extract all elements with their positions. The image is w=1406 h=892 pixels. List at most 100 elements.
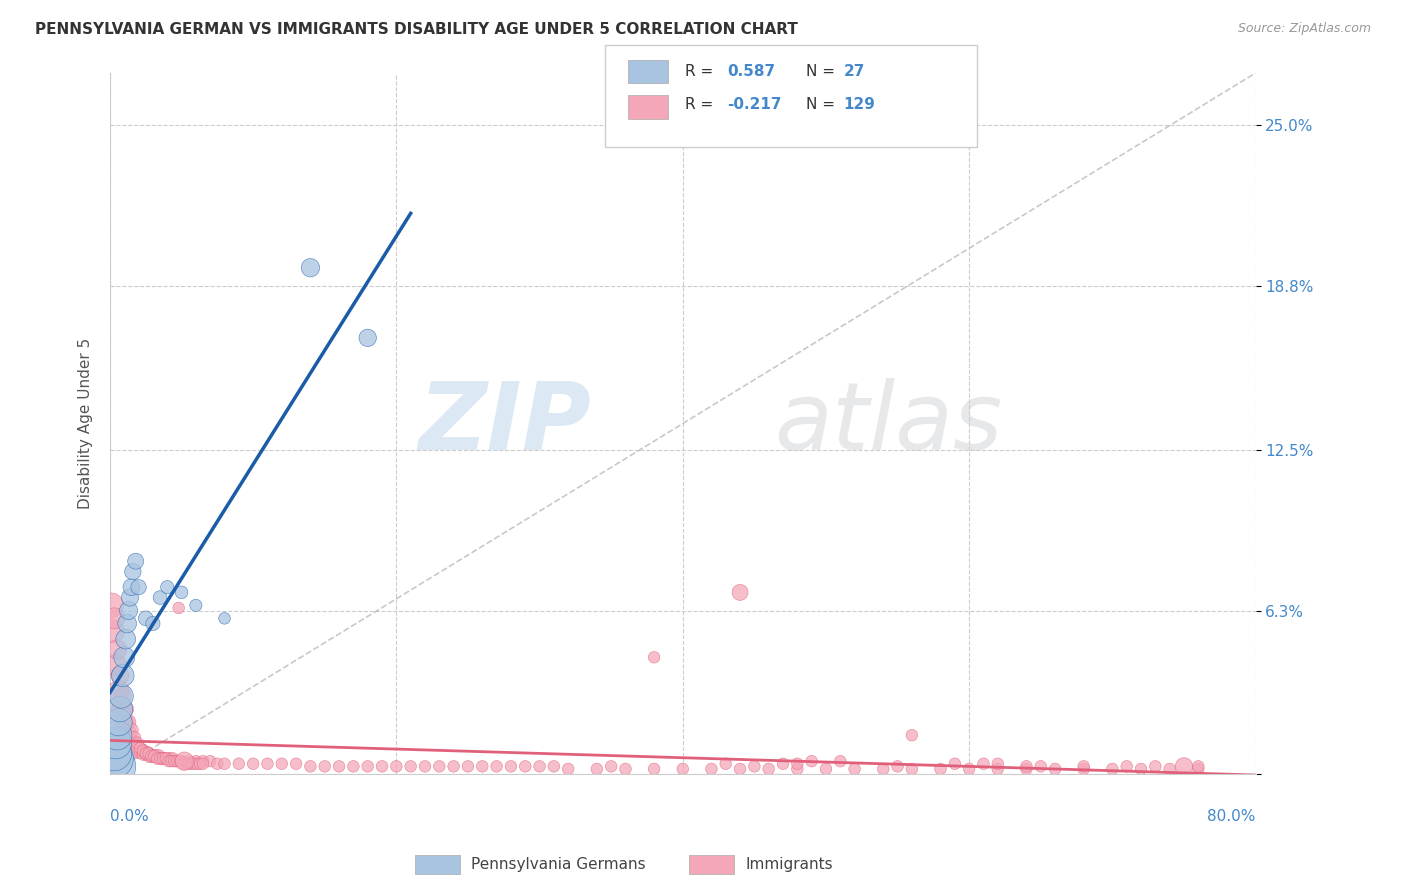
Point — [115, 725, 138, 739]
Point — [108, 668, 131, 682]
Point — [173, 754, 195, 768]
Point — [957, 762, 980, 776]
Point — [485, 759, 508, 773]
Point — [138, 747, 160, 761]
Text: N =: N = — [806, 97, 835, 112]
Point — [180, 756, 202, 771]
Text: 0.0%: 0.0% — [110, 809, 149, 824]
Point — [371, 759, 394, 773]
Point — [143, 748, 166, 763]
Text: PENNSYLVANIA GERMAN VS IMMIGRANTS DISABILITY AGE UNDER 5 CORRELATION CHART: PENNSYLVANIA GERMAN VS IMMIGRANTS DISABI… — [35, 22, 799, 37]
Point — [256, 756, 278, 771]
Point — [142, 748, 165, 763]
Point — [114, 632, 136, 646]
Point — [901, 728, 924, 742]
Point — [328, 759, 350, 773]
Point — [121, 565, 143, 579]
Point — [186, 756, 208, 771]
Point — [744, 759, 766, 773]
Point — [172, 756, 194, 771]
Point — [170, 585, 193, 599]
Point — [314, 759, 336, 773]
Point — [103, 611, 125, 625]
Point — [149, 751, 172, 765]
Point — [188, 756, 211, 771]
Point — [112, 715, 135, 730]
Text: ZIP: ZIP — [418, 377, 591, 469]
Point — [1029, 759, 1052, 773]
Point — [499, 759, 522, 773]
Point — [110, 702, 132, 716]
Point — [191, 754, 214, 768]
Point — [600, 759, 623, 773]
Point — [786, 762, 808, 776]
Point — [150, 751, 173, 765]
Point — [135, 747, 157, 761]
Point — [177, 754, 200, 768]
Point — [1187, 759, 1209, 773]
Point — [207, 756, 229, 771]
Point — [129, 741, 152, 756]
Point — [844, 762, 866, 776]
Point — [457, 759, 479, 773]
Point — [163, 754, 186, 768]
Point — [184, 754, 207, 768]
Point — [198, 754, 221, 768]
Point — [117, 603, 139, 617]
Point — [242, 756, 264, 771]
Point — [149, 591, 172, 605]
Point — [672, 762, 695, 776]
Point — [118, 591, 141, 605]
Text: Immigrants: Immigrants — [745, 857, 832, 871]
Text: 27: 27 — [844, 64, 865, 78]
Point — [107, 684, 129, 698]
Point — [413, 759, 436, 773]
Point — [157, 754, 180, 768]
Point — [135, 611, 157, 625]
Point — [118, 733, 141, 747]
Point — [972, 756, 994, 771]
Text: N =: N = — [806, 64, 835, 78]
Point — [156, 580, 179, 594]
Point — [643, 762, 665, 776]
Point — [134, 747, 156, 761]
Point — [174, 756, 197, 771]
Point — [139, 748, 162, 763]
Point — [515, 759, 537, 773]
Point — [299, 759, 322, 773]
Point — [128, 580, 150, 594]
Point — [614, 762, 637, 776]
Point — [114, 702, 136, 716]
Point — [120, 580, 142, 594]
Point — [800, 754, 823, 768]
Point — [1015, 759, 1038, 773]
Point — [285, 756, 308, 771]
Point — [125, 741, 148, 756]
Point — [121, 739, 143, 753]
Point — [107, 715, 129, 730]
Point — [159, 751, 181, 765]
Point — [357, 331, 380, 345]
Point — [357, 759, 380, 773]
Point — [162, 751, 184, 765]
Text: atlas: atlas — [775, 378, 1002, 469]
Point — [155, 751, 177, 765]
Point — [585, 762, 607, 776]
Point — [104, 736, 127, 750]
Point — [399, 759, 422, 773]
Point — [105, 642, 128, 657]
Point — [270, 756, 292, 771]
Point — [152, 751, 174, 765]
Point — [111, 690, 134, 704]
Point — [132, 744, 155, 758]
Point — [1187, 762, 1209, 776]
Point — [443, 759, 465, 773]
Point — [120, 723, 142, 737]
Point — [153, 751, 176, 765]
Text: 0.587: 0.587 — [727, 64, 775, 78]
Point — [543, 759, 565, 773]
Text: R =: R = — [685, 64, 713, 78]
Y-axis label: Disability Age Under 5: Disability Age Under 5 — [79, 338, 93, 509]
Point — [471, 759, 494, 773]
Point — [728, 585, 751, 599]
